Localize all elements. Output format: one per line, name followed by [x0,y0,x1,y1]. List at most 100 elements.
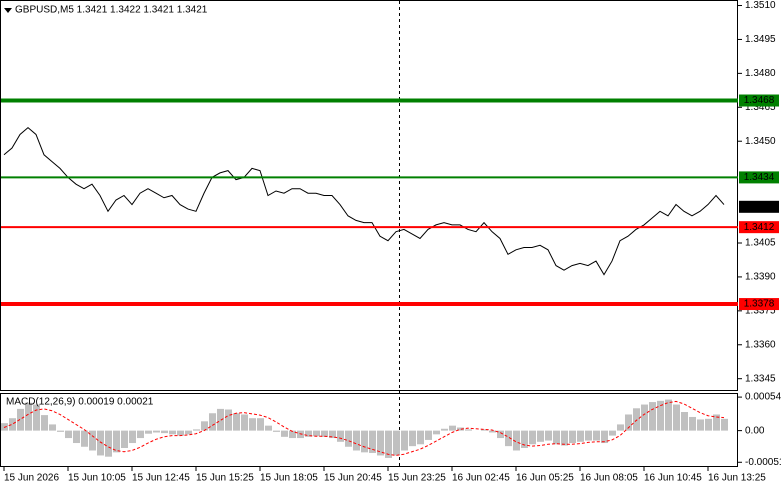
y-tick-label: -0.00051 [745,457,781,468]
level-box [739,221,779,234]
macd-bar [369,430,376,453]
macd-bar [65,430,72,439]
macd-bar [289,430,296,439]
macd-bar [249,418,256,431]
y-tick-label: 1.3510 [745,0,776,11]
y-tick-label: 1.3465 [745,102,776,113]
macd-bar [609,430,616,436]
macd-bar [209,413,216,431]
macd-bar [489,430,496,433]
macd-bar [393,430,400,456]
macd-bar [433,430,440,435]
y-tick-label: 1.3450 [745,136,776,147]
macd-bar [281,430,288,437]
macd-bar [457,427,464,431]
macd-bar [449,425,456,431]
y-tick-label: 1.3480 [745,68,776,79]
x-tick-label: 15 Jun 15:25 [196,473,254,484]
macd-bar [113,430,120,453]
macd-bar [17,408,24,431]
x-tick-label: 15 Jun 23:25 [388,473,446,484]
macd-bar [57,430,64,432]
macd-bar [81,430,88,447]
macd-bar [377,430,384,456]
macd-bar [577,430,584,442]
macd-bar [569,430,576,444]
macd-bar [561,430,568,446]
x-tick-label: 16 Jun 10:45 [644,473,702,484]
macd-bar [657,400,664,431]
macd-bar [697,419,704,431]
macd-bar [201,421,208,431]
signal-line [3,400,725,456]
macd-bar [409,430,416,447]
macd-bar [161,430,168,434]
macd-bar [49,424,56,431]
macd-bar [241,414,248,431]
macd-bar [129,430,136,444]
x-tick-label: 16 Jun 08:05 [580,473,638,484]
macd-bar [353,430,360,451]
macd-bar [337,430,344,442]
macd-bar [385,430,392,458]
y-tick-label: 0.00054 [745,392,781,403]
y-tick-label: 1.3405 [745,238,776,249]
macd-bar [225,409,232,431]
x-tick-label: 15 Jun 10:05 [68,473,126,484]
macd-bar [537,430,544,442]
macd-bar [505,430,512,447]
macd-bar [681,412,688,431]
level-box [739,298,779,311]
macd-bar [641,404,648,431]
macd-bar [105,430,112,457]
macd-bar [361,430,368,453]
macd-bar [705,418,712,431]
x-tick-label: 16 Jun 13:25 [708,473,766,484]
macd-bar [233,413,240,431]
y-tick-label: 1.3375 [745,305,776,316]
macd-bar [521,430,528,448]
macd-bar [401,430,408,451]
macd-bar [553,430,560,445]
macd-bar [265,425,272,431]
macd-bar [153,430,160,433]
macd-bar [137,430,144,439]
level-label: 1.3468 [744,95,775,106]
macd-bar [425,430,432,440]
macd-title: MACD(12,26,9) 0.00019 0.00021 [6,397,154,408]
macd-bar [193,429,200,431]
main-frame [0,0,738,391]
macd-bar [625,414,632,431]
chart-title: GBPUSD,M5 1.3421 1.3422 1.3421 1.3421 [15,5,208,16]
macd-bar [185,430,192,435]
macd-bar [593,430,600,441]
y-tick-label: 0.00 [745,425,765,436]
macd-bar [169,430,176,435]
x-tick-label: 15 Jun 2026 [4,473,59,484]
macd-bar [25,402,32,431]
macd-bar [313,430,320,437]
macd-bar [481,429,488,431]
macd-bar [633,408,640,431]
macd-bar [145,430,152,434]
price-line [3,126,725,276]
macd-bar [721,418,728,431]
macd-bar [673,404,680,431]
macd-bar [321,430,328,437]
x-tick-label: 16 Jun 02:45 [452,473,510,484]
y-tick-label: 1.3390 [745,272,776,283]
x-tick-label: 16 Jun 05:25 [516,473,574,484]
macd-bar [121,430,128,448]
macd-bar [177,430,184,436]
macd-bar [257,418,264,431]
y-tick-label: 1.3360 [745,339,776,350]
macd-bar [689,416,696,431]
macd-bar [73,430,80,444]
macd-bar [33,404,40,431]
last-price-label: 1.3421 [744,201,775,212]
macd-bar [601,430,608,444]
macd-bar [545,430,552,441]
macd-bar [97,430,104,456]
macd-bar [513,430,520,451]
